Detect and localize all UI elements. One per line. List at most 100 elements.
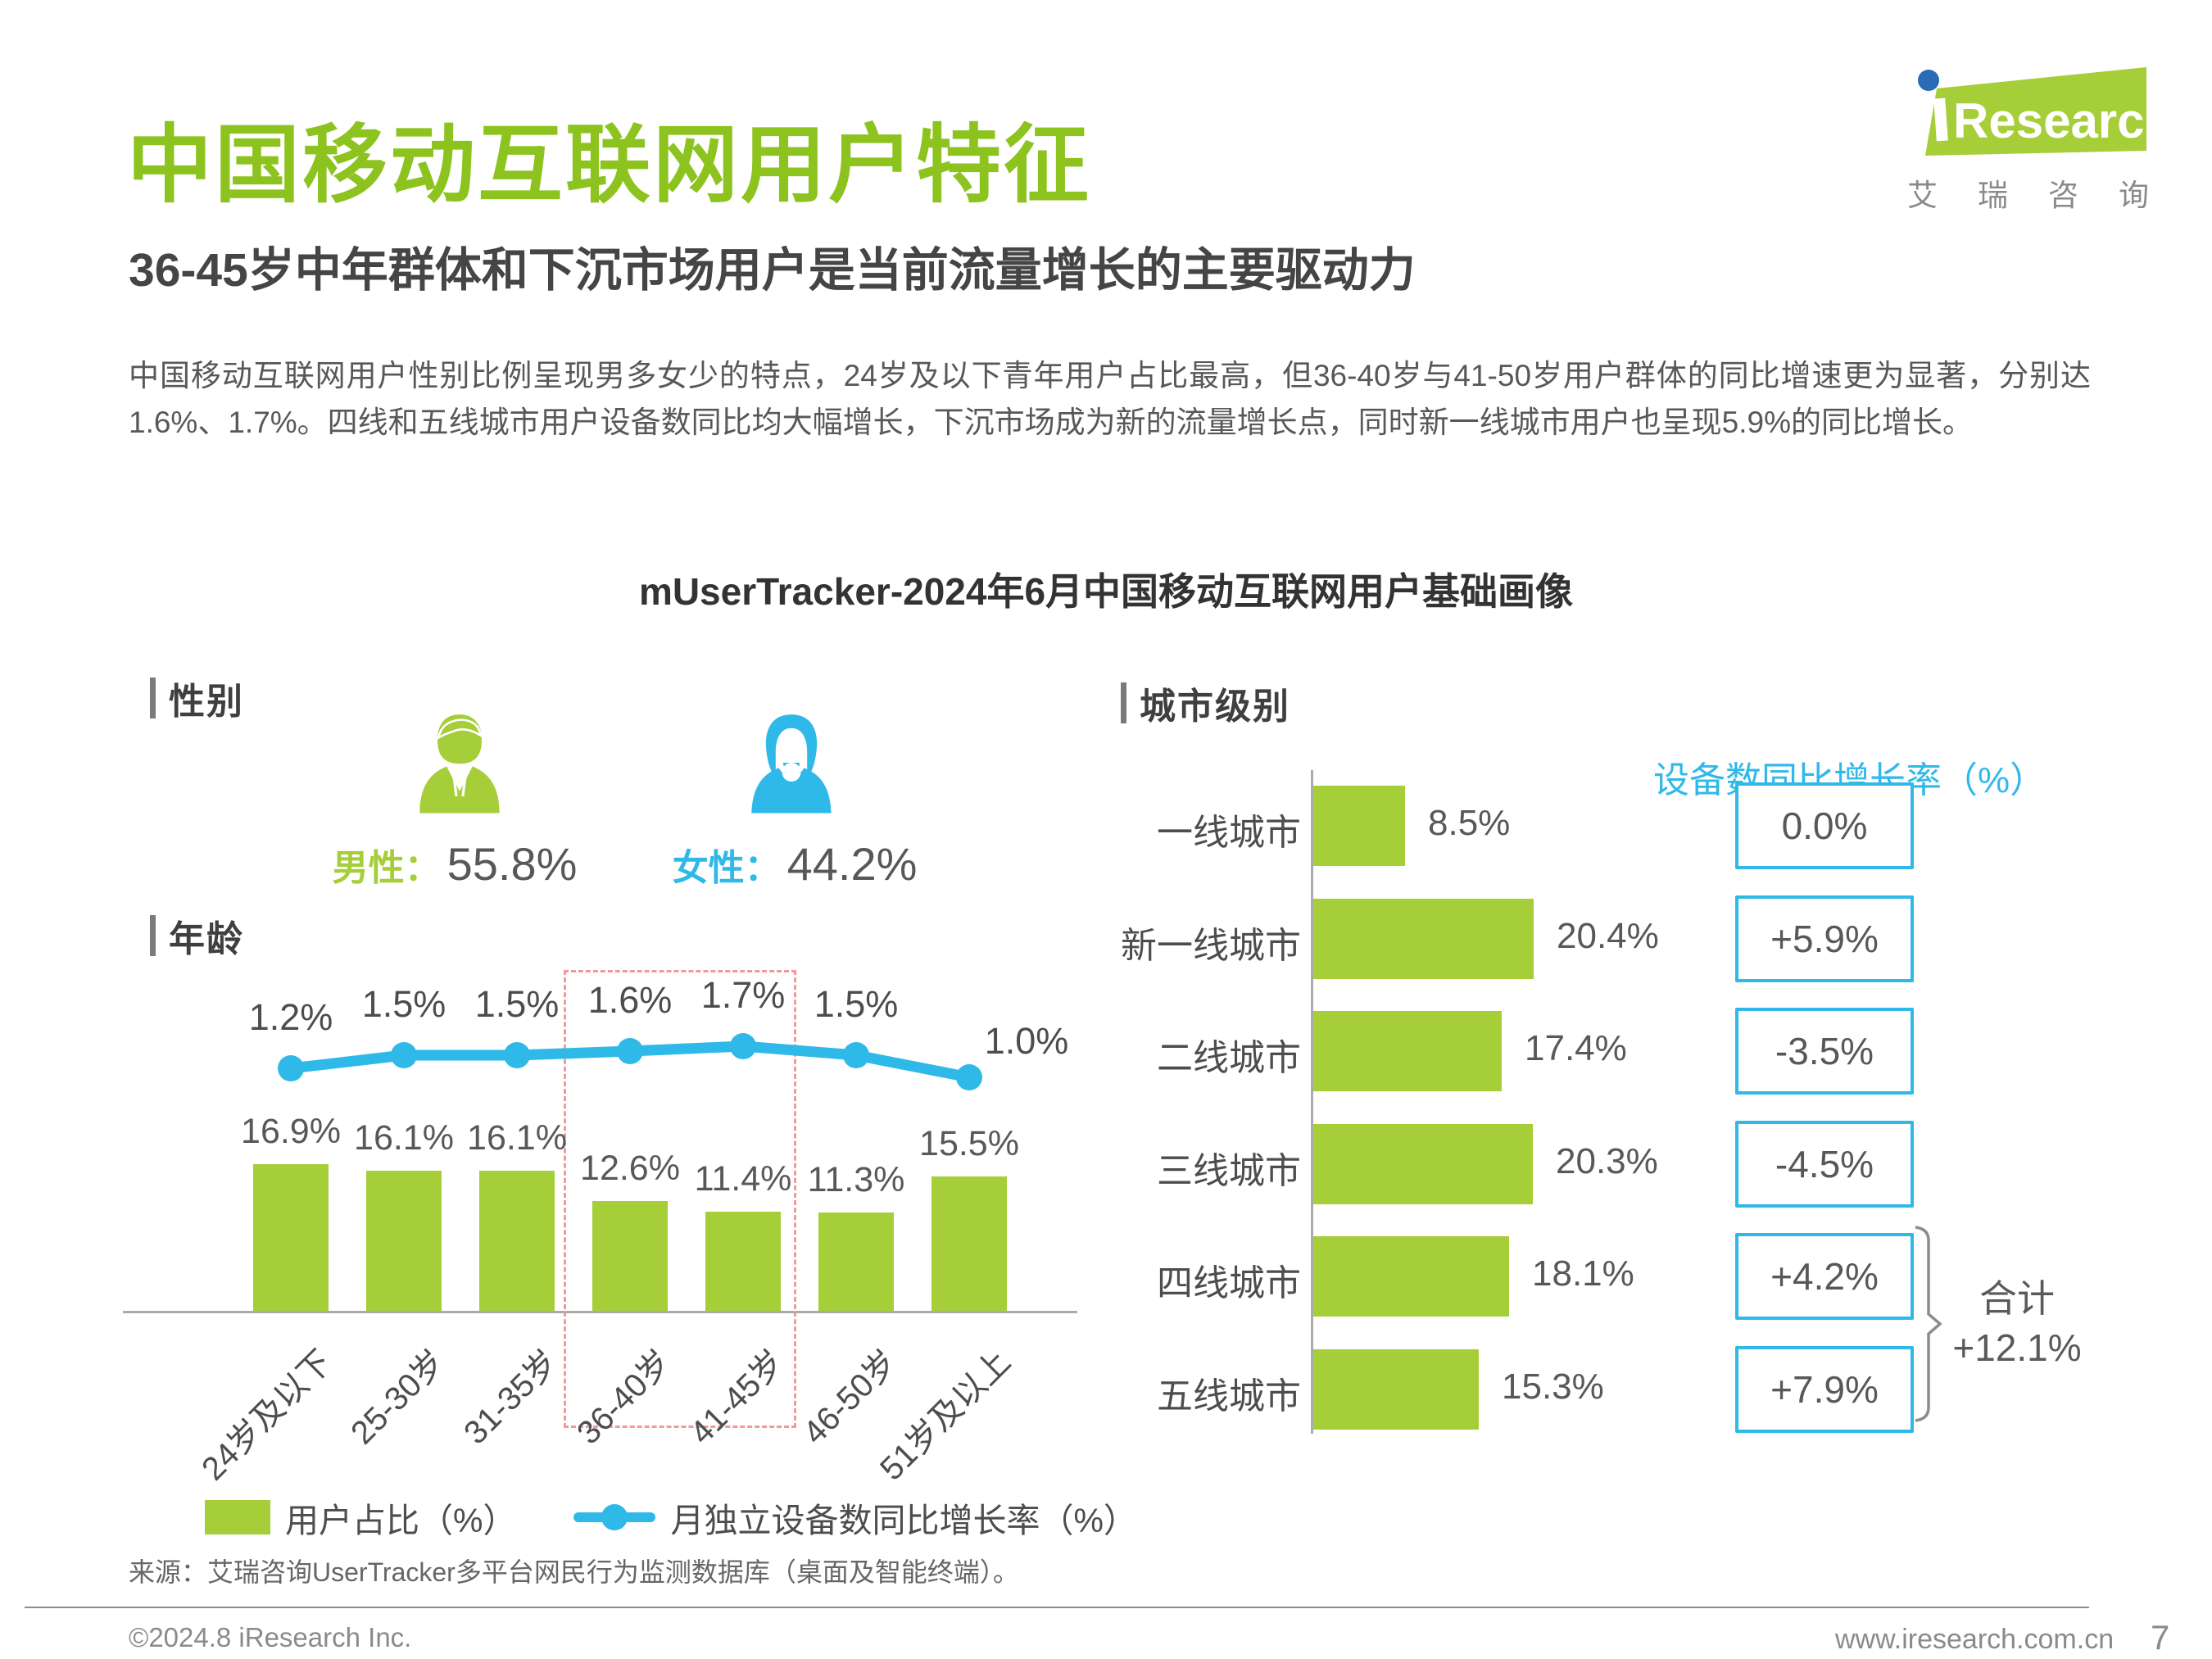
age-chart-legend: 用户占比（%） 月独立设备数同比增长率（%） — [205, 1493, 1137, 1542]
age-line-value-label: 1.5% — [814, 983, 899, 1025]
line-legend-label: 月独立设备数同比增长率（%） — [670, 1502, 1137, 1539]
city-bar — [1313, 1124, 1533, 1204]
section-marker — [150, 678, 156, 718]
source-note: 来源：艾瑞咨询UserTracker多平台网民行为监测数据库（桌面及智能终端）。 — [129, 1557, 1019, 1587]
city-bar-value-label: 18.1% — [1532, 1253, 1634, 1294]
age-line-point — [391, 1042, 417, 1068]
city-bar — [1313, 1011, 1502, 1091]
city-category-label: 二线城市 — [1157, 1038, 1301, 1078]
logo-cn-char: 咨 — [2048, 179, 2078, 212]
male-stat: 男性： 55.8% — [332, 837, 578, 891]
male-value: 55.8% — [446, 838, 578, 890]
logo-cn-name: 艾 瑞 咨 询 — [1907, 170, 2149, 215]
male-icon — [419, 714, 500, 814]
gender-section-label: 性别 — [169, 682, 244, 722]
age-bar — [366, 1171, 442, 1311]
city-category-label: 一线城市 — [1157, 813, 1301, 853]
city-bar-value-label: 20.3% — [1556, 1141, 1658, 1181]
female-icon — [751, 714, 832, 814]
chart-title: mUserTracker-2024年6月中国移动互联网用户基础画像 — [638, 570, 1574, 613]
age-bar-value-label: 15.5% — [919, 1124, 1019, 1163]
city-chart: 一线城市 8.5% 0.0% 新一线城市 20.4% +5.9% 二线城市 17.4% -3.5… — [1114, 762, 2196, 1450]
age-growth-line — [278, 1033, 982, 1090]
bar-legend-label: 用户占比（%） — [285, 1502, 517, 1539]
total-label: 合计 — [1979, 1277, 2055, 1320]
city-bar-value-label: 17.4% — [1525, 1028, 1627, 1068]
age-line-point — [843, 1042, 869, 1068]
growth-rate-box: +5.9% — [1735, 895, 1914, 982]
age-line-value-label: 1.7% — [700, 974, 786, 1016]
gender-section-header: 性别 — [150, 672, 244, 724]
age-line-point — [617, 1038, 643, 1064]
growth-rate-box: 0.0% — [1735, 782, 1914, 869]
logo-cn-char: 询 — [2119, 179, 2149, 212]
age-line-value-label: 1.5% — [361, 983, 446, 1025]
growth-rate-box: +7.9% — [1735, 1346, 1914, 1433]
age-line-point — [278, 1055, 304, 1081]
city-bar-value-label: 8.5% — [1428, 803, 1511, 843]
age-bar — [253, 1164, 329, 1311]
growth-rate-box: -3.5% — [1735, 1008, 1914, 1095]
logo-cn-char: 瑞 — [1978, 179, 2008, 212]
intro-paragraph: 中国移动互联网用户性别比例呈现男多女少的特点，24岁及以下青年用户占比最高，但3… — [129, 359, 2091, 440]
city-section-label: 城市级别 — [1140, 687, 1290, 727]
legend-item-bar: 用户占比（%） — [205, 1493, 516, 1542]
female-label: 女性： — [672, 848, 781, 888]
city-bar-value-label: 15.3% — [1502, 1367, 1604, 1407]
city-bar — [1313, 1236, 1509, 1317]
male-label: 男性： — [332, 848, 441, 888]
city-category-label: 五线城市 — [1157, 1376, 1301, 1416]
logo-brand-text: Research — [1953, 93, 2161, 148]
total-value: +12.1% — [1952, 1326, 2082, 1369]
age-section-header: 年龄 — [150, 909, 244, 962]
section-marker — [1121, 682, 1126, 723]
legend-item-line: 月独立设备数同比增长率（%） — [573, 1493, 1137, 1542]
female-value: 44.2% — [786, 838, 918, 890]
age-bar — [479, 1171, 555, 1311]
age-section-label: 年龄 — [169, 919, 244, 959]
age-bar-value-label: 16.9% — [241, 1112, 341, 1151]
age-line-value-label: 1.2% — [248, 996, 333, 1038]
age-bar-value-label: 11.4% — [694, 1159, 792, 1199]
age-chart: 16.9% 24岁及以下 16.1% 25-30岁 16.1% 31-35岁 12.6% 36… — [115, 959, 1098, 1532]
city-category-label: 四线城市 — [1157, 1263, 1301, 1303]
bar-legend-swatch-icon — [205, 1500, 270, 1534]
footer-copyright: ©2024.8 iResearch Inc. — [129, 1622, 412, 1652]
city-axis — [1311, 770, 1313, 1434]
logo-flag-shape — [1925, 67, 2146, 156]
line-legend-marker-icon — [573, 1503, 656, 1531]
city-section-header: 城市级别 — [1121, 677, 1290, 729]
age-baseline-axis — [123, 1311, 1077, 1313]
age-bar-value-label: 11.3% — [807, 1160, 905, 1199]
age-bar — [818, 1213, 894, 1311]
city-bar-value-label: 20.4% — [1557, 916, 1659, 956]
iresearch-logo: Research — [1918, 67, 2161, 156]
footer-divider — [25, 1607, 2089, 1608]
age-line-value-label: 1.0% — [984, 1020, 1069, 1062]
age-line-value-label: 1.6% — [587, 979, 673, 1021]
page-subtitle: 36-45岁中年群体和下沉市场用户是当前流量增长的主要驱动力 — [129, 244, 1416, 297]
logo-i-stem — [1933, 97, 1948, 142]
city-bar — [1313, 899, 1534, 979]
city-category-label: 新一线城市 — [1121, 926, 1301, 966]
city-category-label: 三线城市 — [1157, 1151, 1301, 1191]
age-bar — [705, 1212, 781, 1311]
age-line-value-label: 1.5% — [474, 983, 560, 1025]
age-bar-value-label: 12.6% — [580, 1149, 680, 1188]
age-line-point — [504, 1042, 530, 1068]
logo-cn-char: 艾 — [1907, 179, 1938, 212]
footer-page-number: 7 — [2151, 1618, 2170, 1657]
page-title: 中国移动互联网用户特征 — [127, 118, 1092, 213]
footer-website: www.iresearch.com.cn — [1835, 1624, 2115, 1655]
logo-i-dot-icon — [1918, 70, 1939, 91]
growth-rate-box: +4.2% — [1735, 1233, 1914, 1320]
age-bar-value-label: 16.1% — [467, 1118, 567, 1158]
section-marker — [150, 915, 156, 956]
age-line-point — [730, 1033, 756, 1059]
female-stat: 女性： 44.2% — [672, 837, 918, 891]
age-bar-value-label: 16.1% — [354, 1118, 454, 1158]
age-highlight-box — [564, 970, 796, 1428]
city-bar — [1313, 1349, 1479, 1430]
city-bar — [1313, 786, 1405, 866]
total-bracket-icon — [1915, 1226, 1942, 1422]
